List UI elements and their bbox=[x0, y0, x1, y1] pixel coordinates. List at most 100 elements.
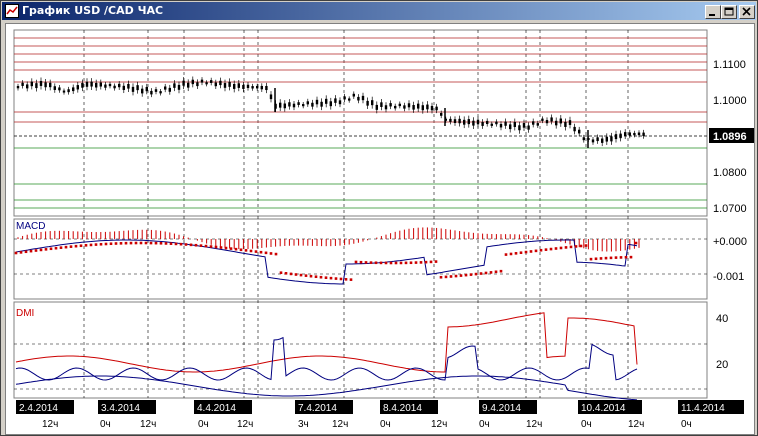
minimize-icon bbox=[709, 14, 715, 16]
candle-body bbox=[297, 102, 300, 105]
candle-body bbox=[407, 103, 411, 108]
macd-signal-dot bbox=[314, 275, 318, 279]
chart-canvas[interactable]: 1.1100 1.1000 1.0896 1.0800 1.0700 MACD … bbox=[6, 24, 754, 434]
candle-body bbox=[637, 132, 641, 136]
macd-signal-dot bbox=[234, 247, 238, 251]
macd-signal-dot bbox=[594, 257, 598, 261]
candle-body bbox=[472, 120, 475, 126]
macd-signal-dot bbox=[114, 242, 118, 245]
candle-body bbox=[30, 81, 33, 87]
candle-body bbox=[490, 123, 493, 126]
macd-signal-dot bbox=[134, 241, 138, 245]
candle-body bbox=[228, 81, 231, 87]
candle-body bbox=[458, 118, 461, 124]
candle-body bbox=[550, 117, 553, 122]
macd-label-zero: +0.000 bbox=[713, 236, 747, 248]
window-title: График USD /CAD ЧАС bbox=[22, 4, 164, 17]
candle-body bbox=[605, 136, 608, 142]
candle-body bbox=[601, 138, 604, 143]
macd-signal-dot bbox=[584, 244, 588, 247]
candle-body bbox=[361, 95, 365, 101]
price-panel[interactable] bbox=[13, 29, 708, 217]
candle-body bbox=[95, 82, 98, 88]
hour-label: 12ч bbox=[140, 419, 156, 430]
maximize-button[interactable] bbox=[721, 5, 737, 19]
macd-signal-dot bbox=[399, 261, 403, 265]
candle-body bbox=[260, 85, 263, 90]
macd-signal-dot bbox=[209, 245, 213, 248]
hour-label: 12ч bbox=[42, 419, 58, 430]
candle-body bbox=[486, 120, 489, 125]
macd-signal-dot bbox=[154, 241, 158, 245]
candle-body bbox=[573, 126, 576, 132]
candle-body bbox=[196, 82, 199, 87]
macd-signal-dot bbox=[409, 261, 413, 265]
macd-title: MACD bbox=[16, 221, 45, 232]
macd-signal-dot bbox=[514, 252, 518, 255]
candle-body bbox=[191, 79, 194, 85]
macd-signal-dot bbox=[29, 249, 33, 253]
candle-body bbox=[219, 80, 222, 86]
candle-body bbox=[108, 83, 112, 87]
hour-label: 3ч bbox=[298, 419, 309, 430]
candle-body bbox=[168, 87, 171, 92]
macd-signal-dot bbox=[289, 272, 293, 276]
candle-body bbox=[127, 83, 130, 89]
candle-body bbox=[164, 86, 167, 90]
candle-body bbox=[421, 105, 424, 111]
macd-signal-dot bbox=[14, 251, 18, 255]
candle-body bbox=[246, 84, 250, 89]
macd-signal-dot bbox=[624, 255, 628, 259]
candle-body bbox=[440, 112, 443, 116]
candle-body bbox=[325, 98, 328, 104]
candle-body bbox=[233, 83, 236, 89]
macd-signal-dot bbox=[139, 241, 143, 245]
candle-body bbox=[251, 86, 254, 89]
candle-body bbox=[338, 100, 342, 105]
chart-area[interactable]: 1.1100 1.1000 1.0896 1.0800 1.0700 MACD … bbox=[5, 23, 755, 435]
candle-body bbox=[394, 105, 397, 109]
title-bar[interactable]: График USD /CAD ЧАС bbox=[2, 2, 756, 20]
candle-body bbox=[72, 87, 75, 92]
candle-body bbox=[269, 94, 273, 100]
dmi-title: DMI bbox=[16, 308, 34, 319]
candle-body bbox=[453, 119, 457, 124]
macd-signal-dot bbox=[489, 271, 493, 274]
candle-body bbox=[371, 100, 374, 106]
current-price-box bbox=[709, 128, 754, 143]
hour-label: 0ч bbox=[198, 419, 209, 430]
macd-signal-dot bbox=[609, 256, 613, 260]
close-button[interactable] bbox=[739, 5, 755, 19]
macd-signal-dot bbox=[104, 242, 108, 246]
macd-signal-dot bbox=[164, 242, 168, 245]
macd-signal-dot bbox=[24, 250, 28, 254]
macd-signal-dot bbox=[604, 256, 608, 260]
minimize-button[interactable] bbox=[705, 5, 721, 19]
candle-body bbox=[279, 102, 282, 108]
macd-histogram bbox=[17, 227, 640, 252]
candle-body bbox=[44, 82, 47, 88]
macd-signal-dot bbox=[99, 242, 103, 246]
dmi-panel[interactable] bbox=[13, 301, 708, 399]
macd-signal-dot bbox=[69, 245, 73, 248]
macd-signal-dot bbox=[199, 244, 203, 247]
macd-panel[interactable] bbox=[13, 218, 708, 300]
macd-signal-dot bbox=[589, 257, 593, 261]
macd-signal-dot bbox=[549, 247, 553, 251]
candle-body bbox=[398, 103, 401, 107]
macd-signal-dot bbox=[279, 271, 283, 275]
macd-signal-dot bbox=[54, 246, 58, 250]
candle-body bbox=[302, 104, 305, 107]
candle-body bbox=[417, 103, 420, 109]
date-label: 10.4.2014 bbox=[581, 403, 626, 414]
macd-signal-dot bbox=[459, 274, 463, 277]
candle-body bbox=[58, 87, 61, 91]
candle-body bbox=[642, 132, 645, 137]
macd-signal-dot bbox=[629, 255, 633, 259]
macd-line bbox=[15, 239, 638, 285]
macd-signal-dot bbox=[179, 242, 183, 246]
candle-body bbox=[205, 82, 208, 85]
macd-signal-dot bbox=[19, 251, 23, 254]
candle-body bbox=[99, 82, 102, 87]
candle-body bbox=[449, 118, 452, 122]
